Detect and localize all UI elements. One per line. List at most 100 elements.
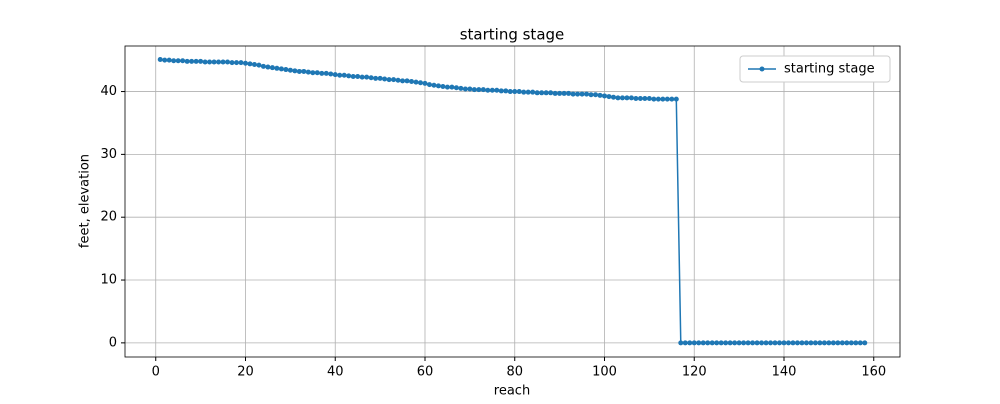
x-tick-label: 80 xyxy=(506,365,523,380)
data-point xyxy=(835,340,841,346)
data-point xyxy=(292,68,298,74)
data-point xyxy=(664,96,670,102)
data-point xyxy=(480,87,486,93)
data-point xyxy=(386,77,392,83)
data-point xyxy=(229,60,235,66)
data-point xyxy=(619,95,625,101)
data-point xyxy=(337,72,343,78)
data-point xyxy=(624,95,630,101)
data-point xyxy=(247,61,253,67)
x-tick-label: 120 xyxy=(682,365,707,380)
data-point xyxy=(660,96,666,102)
data-point xyxy=(202,59,208,65)
data-point xyxy=(687,340,693,346)
data-point xyxy=(718,340,724,346)
data-point xyxy=(346,73,352,79)
data-point xyxy=(265,64,271,70)
data-point xyxy=(323,70,329,76)
x-axis-label: reach xyxy=(494,384,530,399)
data-point xyxy=(471,87,477,93)
data-point xyxy=(521,89,527,95)
data-point xyxy=(422,80,428,86)
data-point xyxy=(732,340,738,346)
data-point xyxy=(525,89,531,95)
data-point xyxy=(754,340,760,346)
data-point xyxy=(548,90,554,96)
data-point xyxy=(651,96,657,102)
data-point xyxy=(368,75,374,81)
data-point xyxy=(777,340,783,346)
data-point xyxy=(435,83,441,89)
data-point xyxy=(790,340,796,346)
y-tick-label: 30 xyxy=(100,147,117,162)
data-point xyxy=(503,88,509,94)
data-point xyxy=(189,58,195,64)
data-point xyxy=(794,340,800,346)
data-point xyxy=(314,70,320,76)
data-point xyxy=(458,85,464,91)
data-point xyxy=(242,60,248,66)
data-point xyxy=(696,340,702,346)
data-point xyxy=(426,82,432,88)
data-point xyxy=(260,63,266,69)
data-point xyxy=(462,86,468,92)
data-point xyxy=(216,59,222,65)
data-point xyxy=(453,85,459,91)
data-point xyxy=(507,89,513,95)
data-point xyxy=(476,87,482,93)
data-point xyxy=(395,77,401,83)
legend-label: starting stage xyxy=(784,62,875,77)
data-point xyxy=(373,75,379,81)
data-point xyxy=(485,87,491,93)
data-point xyxy=(516,89,522,95)
y-axis-label: feet, elevation xyxy=(78,154,93,248)
data-point xyxy=(642,95,648,101)
data-point xyxy=(705,340,711,346)
data-point xyxy=(826,340,832,346)
data-point xyxy=(534,90,540,96)
data-point xyxy=(166,57,172,63)
data-point xyxy=(633,95,639,101)
data-point xyxy=(628,95,634,101)
data-point xyxy=(211,59,217,65)
data-point xyxy=(207,59,213,65)
data-point xyxy=(862,340,868,346)
data-point xyxy=(848,340,854,346)
data-point xyxy=(157,57,163,63)
data-point xyxy=(530,89,536,95)
x-tick-label: 160 xyxy=(861,365,886,380)
data-point xyxy=(714,340,720,346)
data-point xyxy=(382,76,388,82)
x-tick-label: 0 xyxy=(152,365,160,380)
plot-frame xyxy=(124,45,901,358)
data-point xyxy=(498,88,504,94)
data-point xyxy=(678,340,684,346)
data-point xyxy=(467,86,473,92)
x-tick-label: 100 xyxy=(592,365,617,380)
data-point xyxy=(274,65,280,71)
data-point xyxy=(781,340,787,346)
data-point xyxy=(364,74,370,80)
data-point xyxy=(287,67,293,73)
data-point xyxy=(584,91,590,97)
data-point xyxy=(225,59,231,65)
data-point xyxy=(768,340,774,346)
data-point xyxy=(821,340,827,346)
data-point xyxy=(741,340,747,346)
data-point xyxy=(750,340,756,346)
y-tick-label: 10 xyxy=(100,273,117,288)
data-point xyxy=(839,340,845,346)
data-point xyxy=(238,60,244,66)
data-point xyxy=(745,340,751,346)
data-point xyxy=(220,59,226,65)
data-point xyxy=(759,340,765,346)
data-point xyxy=(808,340,814,346)
data-point xyxy=(328,71,334,77)
data-point xyxy=(763,340,769,346)
data-point xyxy=(269,65,275,71)
data-point xyxy=(494,87,500,93)
y-tick-label: 0 xyxy=(109,335,117,350)
data-point xyxy=(319,70,325,76)
data-point xyxy=(579,91,585,97)
data-point xyxy=(418,80,424,86)
